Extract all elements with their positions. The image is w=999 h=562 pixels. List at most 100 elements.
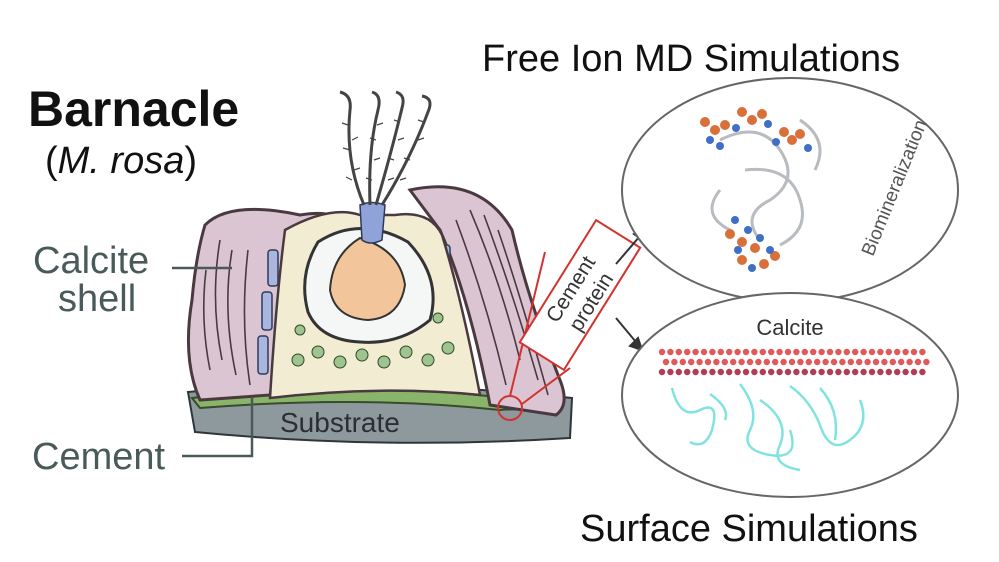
free-ion-ellipse	[621, 77, 959, 303]
species-paren-close: )	[184, 140, 198, 182]
calcite-atom	[658, 348, 666, 356]
surface-ellipse	[621, 292, 959, 498]
free-ion-panel: Biomineralization	[621, 77, 959, 303]
calcite-atom	[780, 358, 787, 366]
calcite-atom	[856, 358, 863, 366]
calcite-atom	[805, 358, 812, 366]
calcite-atom	[704, 358, 712, 366]
calcite-atom	[768, 368, 775, 376]
cirri-setae	[341, 119, 425, 181]
calcite-atom	[843, 348, 850, 356]
calcite-atom	[906, 358, 913, 366]
calcite-atom	[818, 368, 825, 376]
calcite-atom	[784, 368, 792, 376]
calcite-shell-label-line2: shell	[58, 278, 137, 320]
calcite-atom	[662, 358, 670, 366]
calcite-atom	[835, 348, 842, 356]
calcite-atom	[742, 368, 750, 376]
calcite-atom	[784, 348, 792, 356]
calcite-atom	[679, 358, 686, 366]
calcite-atom	[726, 348, 733, 356]
calcite-atom	[734, 368, 741, 376]
calcite-atom	[730, 358, 737, 366]
calcite-atom	[684, 348, 691, 356]
barnacle-title: Barnacle	[28, 81, 240, 137]
barnacle-illustration: Substrate	[186, 90, 574, 444]
calcite-atom	[885, 348, 892, 356]
calcite-atom	[902, 348, 909, 356]
calcite-atom	[826, 368, 834, 376]
protein-ribbon	[710, 118, 822, 247]
calcite-atom	[734, 348, 741, 356]
calcite-atom	[759, 368, 766, 376]
calcite-atom	[709, 348, 716, 356]
calcite-atom	[793, 368, 800, 376]
calcite-atom	[717, 348, 724, 356]
cement-leader-line	[182, 398, 254, 458]
calcite-atom	[721, 358, 728, 366]
calcite-atom	[810, 348, 817, 356]
calcite-atom	[847, 358, 854, 366]
calcite-panel-label: Calcite	[756, 315, 823, 340]
calcite-atom	[713, 358, 720, 366]
calcite-atom	[923, 358, 930, 366]
calcite-atom	[755, 358, 762, 366]
surface-panel: Calcite	[621, 292, 959, 498]
calcite-atom	[839, 358, 846, 366]
calcite-atom	[826, 348, 834, 356]
calcite-atom	[860, 368, 867, 376]
calcite-atom	[910, 348, 918, 356]
calcite-atom	[742, 348, 750, 356]
surface-title: Surface Simulations	[580, 508, 918, 550]
calcite-atom	[675, 348, 682, 356]
calcite-lattice	[658, 348, 930, 376]
calcite-atom	[902, 368, 909, 376]
calcite-atom	[822, 358, 829, 366]
calcite-atom	[885, 368, 892, 376]
calcite-atom	[843, 368, 850, 376]
calcite-atom	[818, 348, 825, 356]
tissue-cells	[291, 312, 455, 369]
calcite-atom	[700, 348, 708, 356]
calcite-atom	[810, 368, 817, 376]
calcite-atom	[738, 358, 745, 366]
calcite-atom	[667, 348, 674, 356]
calcite-atom	[658, 368, 666, 376]
calcite-atom	[759, 348, 766, 356]
calcite-atom	[671, 358, 678, 366]
calcite-atom	[768, 348, 775, 356]
calcite-atom	[709, 368, 716, 376]
species-paren-open: (	[45, 140, 58, 182]
calcite-atom	[919, 348, 926, 356]
calcite-shell-right	[407, 185, 566, 417]
calcite-shell-label-line1: Calcite	[33, 240, 150, 282]
calcite-atom	[801, 348, 808, 356]
ion-clusters	[700, 107, 812, 272]
calcite-atom	[801, 368, 808, 376]
species-italic: M. rosa	[57, 140, 185, 182]
calcite-atom	[763, 358, 770, 366]
calcite-atom	[751, 348, 758, 356]
calcite-atom	[894, 348, 901, 356]
calcite-atom	[772, 358, 779, 366]
species-name: (M. rosa)	[45, 140, 197, 183]
calcite-atom	[835, 368, 842, 376]
calcite-atom	[881, 358, 888, 366]
calcite-atom	[872, 358, 880, 366]
calcite-atom	[746, 358, 754, 366]
calcite-atom	[751, 368, 758, 376]
calcite-atom	[684, 368, 691, 376]
calcite-atom	[776, 348, 783, 356]
calcite-atom	[692, 348, 699, 356]
calcite-atom	[864, 358, 871, 366]
calcite-atom	[830, 358, 838, 366]
calcite-atom	[700, 368, 708, 376]
shell-texture	[202, 209, 549, 396]
calcite-atom	[914, 358, 922, 366]
calcite-atom	[675, 368, 682, 376]
peptide-strands	[670, 383, 865, 472]
calcite-atom	[852, 348, 859, 356]
cement-protein-callout: Cement protein	[509, 218, 648, 405]
